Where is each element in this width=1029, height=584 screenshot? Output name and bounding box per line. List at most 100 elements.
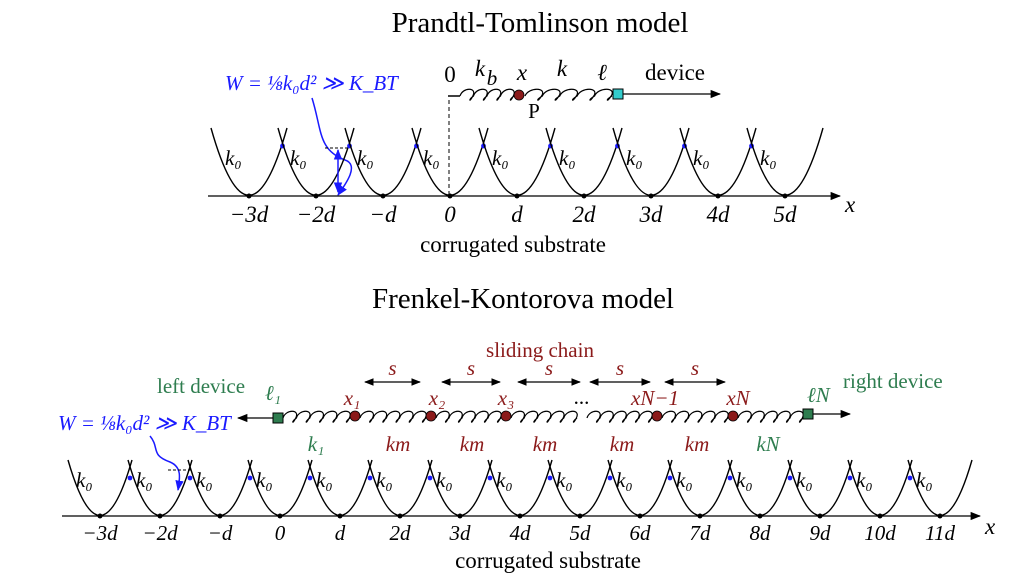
bottom-tick-label: −3d: [82, 521, 118, 545]
bottom-k-label: km: [533, 432, 558, 456]
bottom-tick-label: 2d: [390, 521, 412, 545]
bottom-tick-labels: −3d −2d −d 0 d 2d 3d 4d 5d 6d 7d 8d 9d 10d 11d: [82, 521, 955, 545]
bottom-well-label: k₀: [136, 468, 153, 492]
bottom-max-dot: [427, 475, 433, 481]
top-k-label: k: [557, 56, 568, 81]
top-well-label: k₀: [290, 146, 307, 170]
top-device-label: device: [645, 60, 705, 85]
bottom-well-labels: k₀ k₀ k₀ k₀ k₀ k₀ k₀ k₀ k₀ k₀ k₀ k₀ k₀ k₀ k₀: [76, 468, 933, 492]
bottom-axis-label: x: [984, 514, 996, 539]
bottom-particle: [349, 410, 361, 422]
top-tick-label: 5d: [774, 202, 798, 227]
top-tick-labels: −3d −2d −d 0 d 2d 3d 4d 5d: [230, 202, 797, 227]
bottom-max-dot: [907, 475, 913, 481]
bottom-well-label: k₀: [256, 468, 273, 492]
bottom-spacing-label: s: [691, 356, 699, 380]
bottom-tick-label: −2d: [142, 521, 178, 545]
top-well-label: k₀: [559, 146, 576, 170]
bottom-max-dot: [727, 475, 733, 481]
top-well: [612, 127, 690, 196]
bottom-x-label: x₁: [343, 386, 361, 410]
top-substrate-wells: [210, 127, 824, 199]
top-ell-label: ℓ: [597, 60, 607, 85]
top-particle-label: P: [528, 99, 540, 123]
top-tick-label: 0: [444, 202, 456, 227]
top-spring-chain: [459, 88, 613, 101]
top-well: [679, 127, 757, 196]
bottom-tick-label: 11d: [925, 521, 955, 545]
bottom-max-dot: [667, 475, 673, 481]
top-well-label: k₀: [760, 146, 777, 170]
bottom-left-device: left device: [157, 374, 245, 398]
top-well-label: k₀: [423, 146, 440, 170]
bottom-energy-note: W = ⅛k₀d² ≫ K_BT: [58, 411, 232, 435]
bottom-spring-km: [435, 410, 502, 423]
bottom-k-label: km: [610, 432, 635, 456]
bottom-k-label: kN: [756, 432, 780, 456]
bottom-tick-label: 3d: [449, 521, 472, 545]
bottom-spacing-label: s: [467, 356, 475, 380]
bottom-max-dot: [187, 475, 193, 481]
bottom-max-dot: [307, 475, 313, 481]
bottom-well-label: k₀: [616, 468, 633, 492]
top-spring-kb: [459, 88, 515, 101]
bottom-well-label: k₀: [556, 468, 573, 492]
bottom-tick-label: 4d: [510, 521, 532, 545]
bottom-right-device: right device: [843, 369, 943, 393]
top-kb-sub: b: [487, 66, 498, 90]
bottom-tick-label: 6d: [630, 521, 652, 545]
bottom-substrate-label: corrugated substrate: [455, 548, 641, 573]
top-kb-label: k: [475, 56, 486, 81]
bottom-max-dot: [247, 475, 253, 481]
bottom-max-dot: [367, 475, 373, 481]
top-title: Prandtl-Tomlinson model: [392, 7, 689, 39]
bottom-well-label: k₀: [856, 468, 873, 492]
bottom-well-label: k₀: [76, 468, 93, 492]
top-well-labels: k₀ k₀ k₀ k₀ k₀ k₀ k₀ k₀ k₀: [225, 146, 777, 170]
bottom-ellN: ℓN: [807, 383, 831, 407]
top-energy-note: W = ⅛k₀d² ≫ K_BT: [225, 71, 399, 95]
bottom-x-label: x₂: [428, 386, 446, 410]
bottom-well-label: k₀: [736, 468, 753, 492]
bottom-k-labels: k₁ km km km km km kN: [308, 432, 781, 456]
bottom-k-label: km: [460, 432, 485, 456]
bottom-well-label: k₀: [316, 468, 333, 492]
bottom-tick-label: 0: [275, 521, 286, 545]
top-well-label: k₀: [492, 146, 509, 170]
bottom-spring-k1: [282, 410, 351, 423]
bottom-spring-km: [359, 410, 427, 423]
bottom-spacing-label: s: [388, 356, 396, 380]
bottom-spring-kN: [737, 410, 804, 423]
bottom-ell1: ℓ₁: [265, 381, 281, 405]
top-axis-label: x: [844, 192, 856, 217]
bottom-well-label: k₀: [376, 468, 393, 492]
bottom-right-block: [802, 408, 814, 420]
bottom-ellipsis: ...: [574, 385, 590, 409]
top-well: [545, 127, 623, 196]
bottom-particle: [500, 410, 512, 422]
top-substrate-label: corrugated substrate: [420, 232, 606, 257]
bottom-well-label: k₀: [496, 468, 513, 492]
bottom-particle: [651, 410, 663, 422]
bottom-spring-km: [510, 410, 578, 423]
bottom-well-label: k₀: [196, 468, 213, 492]
top-tick-label: 4d: [707, 202, 731, 227]
top-tick-label: 3d: [639, 202, 664, 227]
bottom-well-label: k₀: [796, 468, 813, 492]
bottom-spacing-label: s: [616, 356, 624, 380]
top-tick-label: 2d: [573, 202, 597, 227]
bottom-well-label: k₀: [436, 468, 453, 492]
top-tick-label: −d: [369, 202, 397, 227]
bottom-max-dot: [607, 475, 613, 481]
top-x-label: x: [516, 60, 528, 85]
top-well: [478, 127, 556, 196]
bottom-spring-chain: [282, 410, 804, 423]
bottom-tick-label: 5d: [570, 521, 592, 545]
bottom-max-dot: [487, 475, 493, 481]
bottom-k-label: k₁: [308, 432, 325, 456]
bottom-spring-km: [661, 410, 729, 423]
top-energy-arrow: [311, 97, 352, 196]
bottom-well-label: k₀: [916, 468, 933, 492]
